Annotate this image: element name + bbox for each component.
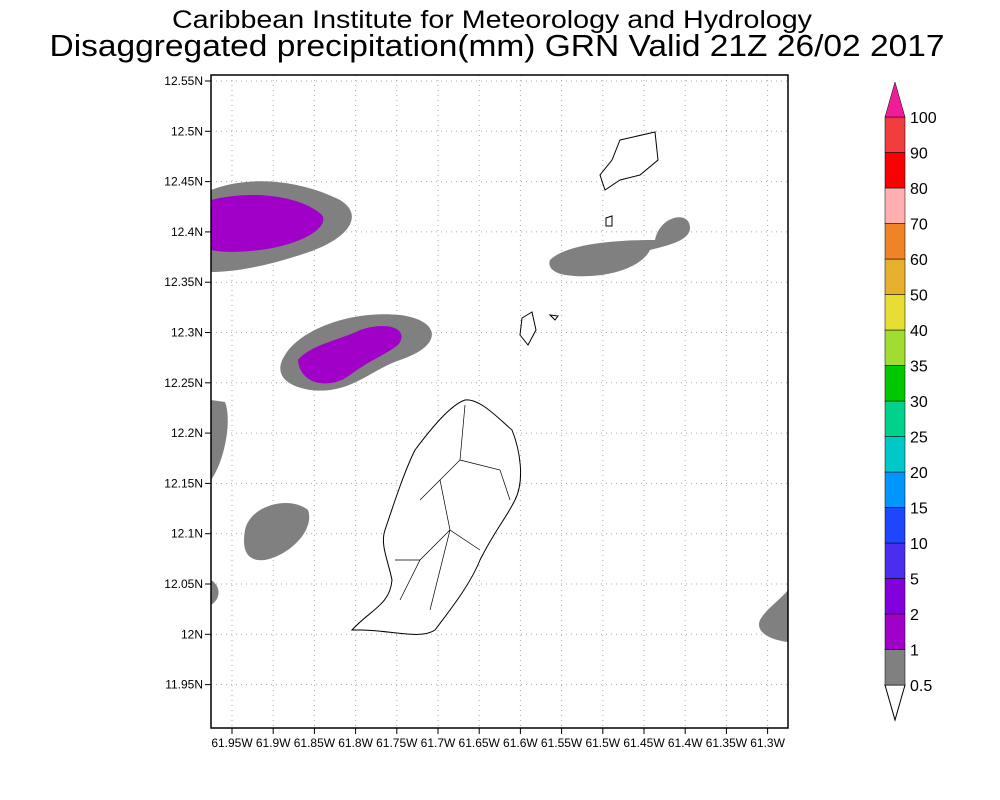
colorbar-label: 100 [910, 110, 937, 127]
precip-area [759, 590, 788, 642]
colorbar-label: 0.5 [910, 678, 932, 695]
precip-area [549, 217, 690, 277]
colorbar-label: 25 [910, 430, 928, 447]
precip-fields [211, 181, 788, 642]
lat-label: 12.1N [171, 527, 203, 541]
lat-label: 12.5N [171, 124, 203, 138]
colorbar-label: 70 [910, 217, 928, 234]
colorbar-label: 20 [910, 465, 928, 482]
lon-label: 61.8W [338, 736, 373, 750]
colorbar-segment [884, 436, 906, 473]
lon-label: 61.65W [459, 736, 501, 750]
colorbar-label: 30 [910, 394, 928, 411]
colorbar-label: 60 [910, 252, 928, 269]
title: Caribbean Institute for Meteorology and … [172, 6, 813, 34]
lat-label: 12.35N [164, 275, 203, 289]
island-carriacou [599, 131, 659, 191]
colorbar-label: 35 [910, 359, 928, 376]
coastlines [350, 131, 659, 635]
lon-label: 61.55W [541, 736, 583, 750]
colorbar-label: 90 [910, 146, 928, 163]
lat-label: 12.05N [164, 577, 203, 591]
grid [211, 75, 788, 728]
lon-label: 61.7W [421, 736, 456, 750]
island-grenada [350, 399, 521, 635]
lon-label: 61.45W [623, 736, 665, 750]
colorbar-segment [884, 294, 906, 331]
colorbar-label: 50 [910, 288, 928, 305]
subtitle: Disaggregated precipitation(mm) GRN Vali… [50, 28, 945, 63]
lon-label: 61.9W [256, 736, 291, 750]
lat-label: 12.2N [171, 426, 203, 440]
lon-label: 61.35W [706, 736, 748, 750]
lat-label: 11.95N [165, 678, 203, 692]
lon-label: 61.75W [376, 736, 418, 750]
colorbar-label: 40 [910, 323, 928, 340]
lon-label: 61.5W [585, 736, 620, 750]
precip-area [244, 502, 310, 561]
lat-label: 12.55N [164, 74, 203, 88]
map-frame [210, 74, 789, 729]
colorbar-segment [884, 649, 906, 686]
lat-label: 12.4N [171, 225, 203, 239]
lon-label: 61.85W [294, 736, 336, 750]
lon-label: 61.4W [668, 736, 703, 750]
colorbar-segment [884, 542, 906, 579]
precip-area [298, 325, 402, 384]
colorbar-label: 1 [910, 643, 919, 660]
colorbar-over [884, 81, 906, 118]
colorbar-segment [884, 507, 906, 544]
islet [519, 311, 537, 346]
islet [548, 314, 559, 321]
colorbar-segment [884, 365, 906, 402]
colorbar-segment [884, 187, 906, 224]
colorbar-segment [884, 578, 906, 615]
lon-label: 61.6W [503, 736, 538, 750]
lat-label: 12.15N [164, 476, 203, 490]
lon-label: 61.95W [211, 736, 253, 750]
colorbar-segment [884, 613, 906, 650]
islet [605, 215, 613, 227]
colorbar-label: 10 [910, 536, 928, 553]
colorbar-label: 2 [910, 607, 919, 624]
lat-label: 12N [181, 627, 203, 641]
colorbar-segment [884, 152, 906, 189]
lat-label: 12.45N [164, 175, 203, 189]
colorbar-label: 15 [910, 501, 928, 518]
colorbar-segment [884, 400, 906, 437]
precip-area [211, 195, 324, 252]
colorbar-segment [884, 329, 906, 366]
lat-label: 12.25N [164, 376, 203, 390]
precip-area [211, 580, 219, 605]
colorbar-segment [884, 471, 906, 508]
colorbar-segment [884, 116, 906, 153]
colorbar-label: 80 [910, 181, 928, 198]
lat-label: 12.3N [171, 326, 203, 340]
colorbar-segment [884, 223, 906, 260]
colorbar-segment [884, 258, 906, 295]
precip-area [211, 400, 228, 480]
parish-lines [395, 404, 511, 611]
colorbar-label: 5 [910, 572, 919, 589]
lon-label: 61.3W [750, 736, 785, 750]
